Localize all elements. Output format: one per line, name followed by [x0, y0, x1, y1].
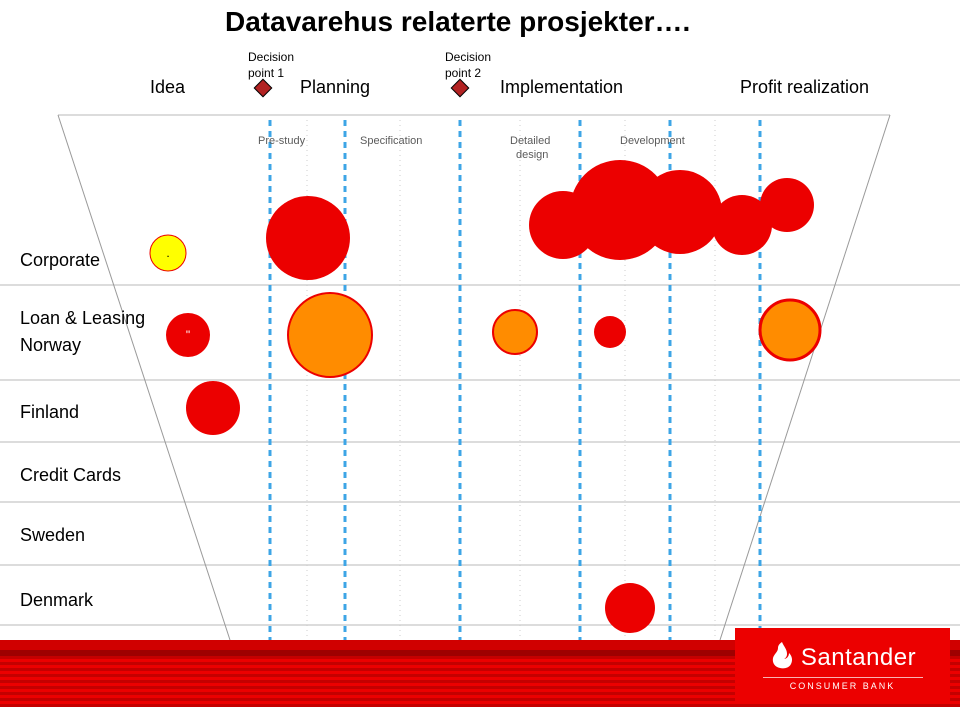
row-label: Denmark — [20, 590, 93, 611]
row-label: Finland — [20, 402, 79, 423]
diagram-canvas: ." — [0, 0, 960, 707]
project-bubble — [493, 310, 537, 354]
subphase-label: design — [516, 149, 548, 161]
decision-point-label: Decision — [445, 50, 491, 64]
row-label: Sweden — [20, 525, 85, 546]
subphase-label: Specification — [360, 135, 422, 147]
svg-text:": " — [186, 328, 190, 342]
phase-label: Planning — [300, 77, 370, 98]
project-bubble — [186, 381, 240, 435]
project-bubble — [266, 196, 350, 280]
decision-point-sublabel: point 1 — [248, 66, 284, 80]
project-bubble — [638, 170, 722, 254]
project-bubble — [605, 583, 655, 633]
brand-subline: CONSUMER BANK — [763, 677, 923, 691]
row-label: Loan & Leasing — [20, 308, 145, 329]
subphase-label: Detailed — [510, 135, 550, 147]
decision-point-sublabel: point 2 — [445, 66, 481, 80]
subphase-label: Pre-study — [258, 135, 305, 147]
subphase-label: Development — [620, 135, 685, 147]
row-label: Credit Cards — [20, 465, 121, 486]
project-bubble — [760, 300, 820, 360]
phase-label: Implementation — [500, 77, 623, 98]
decision-point-label: Decision — [248, 50, 294, 64]
project-bubble — [760, 178, 814, 232]
project-bubble — [594, 316, 626, 348]
row-label: Corporate — [20, 250, 100, 271]
row-label: Norway — [20, 335, 81, 356]
svg-text:.: . — [166, 246, 169, 260]
phase-label: Idea — [150, 77, 185, 98]
santander-logo: Santander CONSUMER BANK — [735, 628, 950, 703]
phase-label: Profit realization — [740, 77, 869, 98]
project-bubble — [529, 191, 597, 259]
brand-name: Santander — [801, 644, 916, 672]
project-bubble — [288, 293, 372, 377]
flame-icon — [769, 640, 795, 675]
